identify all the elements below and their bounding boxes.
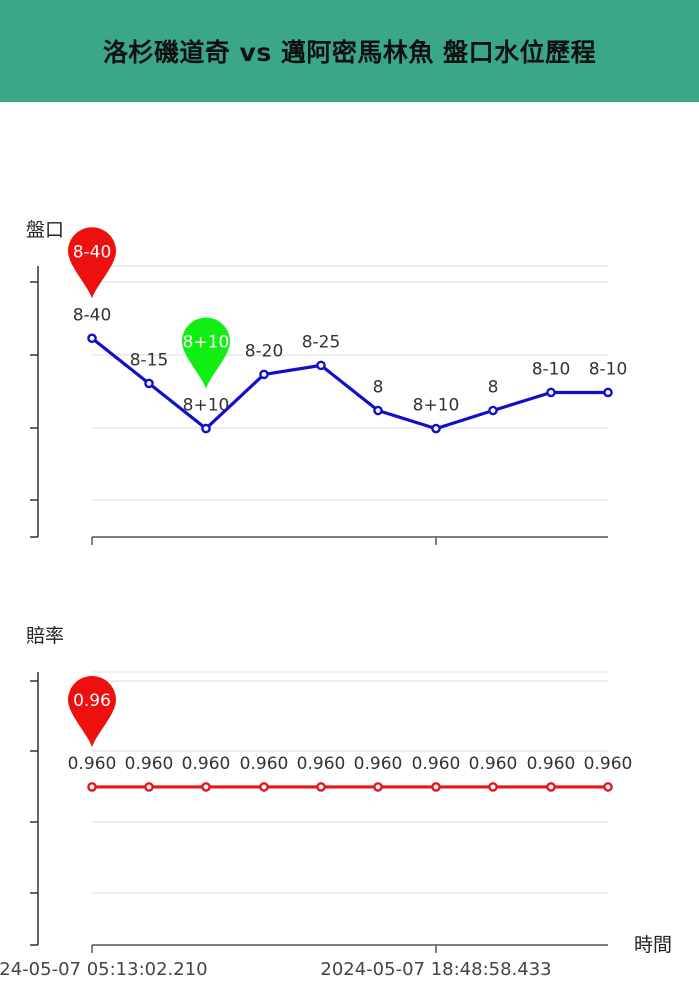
- marker-pin: [68, 227, 116, 299]
- data-point: [201, 782, 211, 792]
- handicap-chart: 盤口 8-40 8-15 8+10 8-20 8-25 8 8+10 8 8-10 8-10 8-40…: [26, 219, 627, 545]
- data-label: 0.960: [68, 754, 117, 774]
- y-axis-label: 賠率: [26, 625, 64, 647]
- data-point: [603, 782, 613, 792]
- data-point: [87, 333, 97, 344]
- data-label: 8: [488, 378, 499, 398]
- data-label: 8+10: [183, 396, 230, 416]
- marker-label: 8-40: [73, 242, 112, 262]
- data-point: [546, 387, 556, 398]
- data-label: 0.960: [469, 754, 518, 774]
- marker-label: 8+10: [183, 333, 230, 353]
- data-point: [144, 782, 154, 792]
- data-point: [431, 782, 441, 792]
- x-axis-label: 時間: [634, 934, 672, 956]
- data-point: [431, 423, 441, 434]
- y-axis-label: 盤口: [26, 219, 64, 241]
- data-point: [201, 423, 211, 434]
- data-label: 8-10: [589, 359, 628, 379]
- data-point: [316, 360, 326, 371]
- x-tick-label: 2024-05-07 05:13:02.210: [0, 959, 208, 980]
- marker-pin: [68, 675, 116, 747]
- data-label: 8-25: [302, 332, 341, 352]
- x-tick-label: 2024-05-07 18:48:58.433: [320, 959, 551, 980]
- data-label: 8: [373, 378, 384, 398]
- data-point: [259, 782, 269, 792]
- data-label: 8-20: [245, 341, 284, 361]
- data-label: 0.960: [125, 754, 174, 774]
- data-point: [603, 387, 613, 398]
- marker-pin: [182, 317, 230, 389]
- data-label: 0.960: [182, 754, 231, 774]
- data-point: [87, 782, 97, 792]
- data-point: [259, 369, 269, 380]
- data-point: [488, 405, 498, 416]
- data-label: 0.960: [297, 754, 346, 774]
- series-line: [91, 337, 608, 431]
- data-label: 8-15: [130, 350, 169, 370]
- data-label: 0.960: [584, 754, 633, 774]
- data-label: 8-40: [73, 305, 112, 325]
- data-point: [316, 782, 326, 792]
- data-label: 8-10: [532, 359, 571, 379]
- data-point: [488, 782, 498, 792]
- marker-label: 0.96: [73, 691, 111, 711]
- data-point: [373, 405, 383, 416]
- data-label: 0.960: [412, 754, 461, 774]
- page-title: 洛杉磯道奇 vs 邁阿密馬林魚 盤口水位歷程: [102, 38, 597, 67]
- data-label: 0.960: [354, 754, 403, 774]
- data-label: 0.960: [240, 754, 289, 774]
- data-label: 0.960: [527, 754, 576, 774]
- data-point: [373, 782, 383, 792]
- data-point: [546, 782, 556, 792]
- header-bar: 洛杉磯道奇 vs 邁阿密馬林魚 盤口水位歷程: [0, 0, 699, 102]
- data-label: 8+10: [413, 396, 460, 416]
- data-point: [144, 378, 154, 389]
